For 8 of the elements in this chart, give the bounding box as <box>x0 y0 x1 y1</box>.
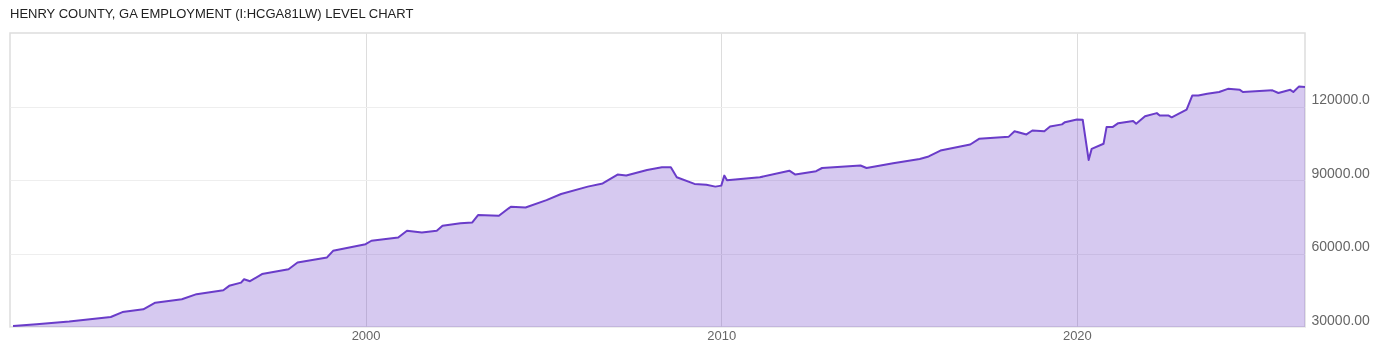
x-tick-label: 2020 <box>1062 327 1092 343</box>
x-tick-label: 2010 <box>707 327 737 343</box>
y-tick-label: 120000.0 <box>1311 91 1371 107</box>
chart-title: HENRY COUNTY, GA EMPLOYMENT (I:HCGA81LW) LEVEL CHART <box>10 6 414 21</box>
y-tick-label: 30000.00 <box>1311 311 1371 328</box>
y-tick-label: 60000.00 <box>1311 238 1371 254</box>
x-tick-label: 2000 <box>351 327 381 343</box>
y-tick-label: 90000.00 <box>1311 164 1371 181</box>
